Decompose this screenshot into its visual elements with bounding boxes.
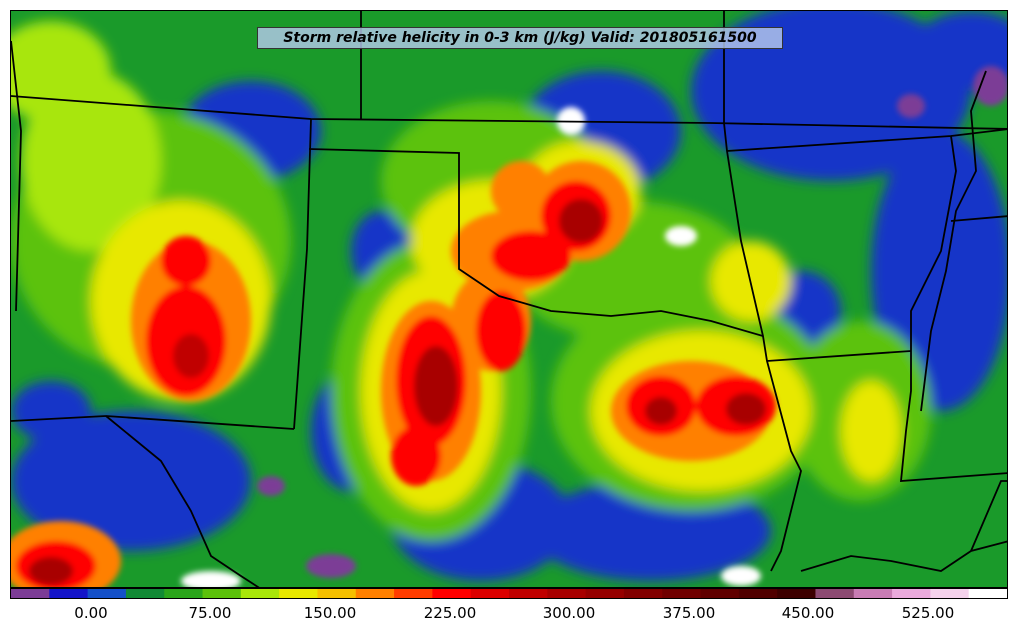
colorbar-swatch: [355, 589, 395, 598]
colorbar-swatch: [892, 589, 931, 598]
map-panel: Storm relative helicity in 0-3 km (J/kg)…: [10, 10, 1008, 588]
colorbar-swatch: [777, 589, 817, 598]
colorbar-swatch: [623, 589, 663, 598]
colorbar-swatch: [394, 589, 433, 598]
colorbar-swatch: [700, 589, 740, 598]
colorbar-swatch: [240, 589, 280, 598]
colorbar-swatch: [11, 589, 50, 598]
colorbar-tick-label: 300.00: [542, 604, 596, 622]
colorbar-swatch: [125, 589, 165, 598]
colorbar-swatch: [164, 589, 204, 598]
colorbar: [10, 588, 1008, 599]
colorbar-tick-label: 525.00: [901, 604, 955, 622]
colorbar-swatch: [853, 589, 893, 598]
colorbar-swatch: [968, 589, 1007, 598]
state-boundaries: [11, 11, 1007, 587]
map-title: Storm relative helicity in 0-3 km (J/kg)…: [257, 27, 783, 49]
colorbar-tick-label: 450.00: [781, 604, 835, 622]
colorbar-swatch: [49, 589, 89, 598]
colorbar-swatch: [738, 589, 778, 598]
helicity-maxima: [11, 66, 1007, 587]
colorbar-swatch: [432, 589, 472, 598]
colorbar-tick-label: 75.00: [188, 604, 232, 622]
colorbar-swatch: [509, 589, 548, 598]
colorbar-swatch: [279, 589, 319, 598]
colorbar-swatch: [87, 589, 127, 598]
colorbar-tick-label: 225.00: [423, 604, 477, 622]
helicity-map: [11, 11, 1007, 587]
colorbar-tick-label: 0.00: [74, 604, 108, 622]
colorbar-tick-label: 150.00: [303, 604, 357, 622]
colorbar-swatch: [202, 589, 242, 598]
colorbar-swatch: [585, 589, 625, 598]
colorbar-swatch: [317, 589, 357, 598]
colorbar-tick-label: 375.00: [662, 604, 716, 622]
colorbar-swatch: [662, 589, 702, 598]
colorbar-swatch: [930, 589, 970, 598]
colorbar-swatch: [470, 589, 510, 598]
colorbar-swatches: [11, 589, 1007, 598]
colorbar-swatch: [547, 589, 587, 598]
colorbar-swatch: [815, 589, 855, 598]
